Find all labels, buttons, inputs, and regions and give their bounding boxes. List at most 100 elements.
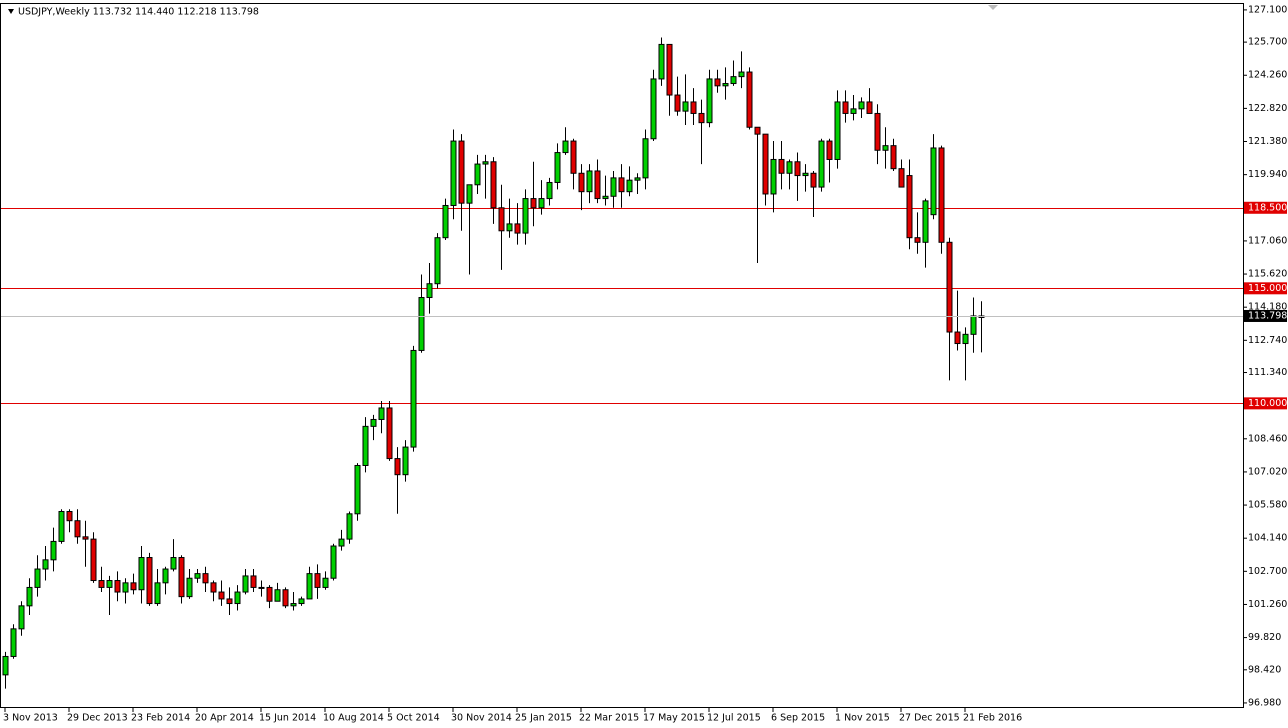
candle-body — [146, 557, 153, 605]
y-tick-label: 127.100 — [1248, 4, 1287, 15]
x-tick-label: 22 Mar 2015 — [579, 713, 639, 724]
candle-body — [570, 140, 577, 174]
candle-body — [810, 172, 817, 188]
candle-body — [178, 557, 185, 598]
y-tick-label: 122.820 — [1248, 103, 1287, 114]
x-tick-label: 17 May 2015 — [643, 713, 705, 724]
candle-body — [922, 200, 929, 243]
candle-body — [290, 603, 297, 607]
candle-body — [490, 161, 497, 209]
candle-body — [50, 540, 57, 561]
candle-body — [866, 101, 873, 114]
candle-body — [274, 589, 281, 602]
candle-body — [818, 140, 825, 188]
candle-body — [210, 582, 217, 593]
level-tag — [1244, 397, 1287, 410]
candle-body — [786, 161, 793, 174]
candle-body — [458, 140, 465, 204]
x-tick-label: 12 Jul 2015 — [707, 713, 761, 724]
candle-body — [506, 223, 513, 232]
candle-body — [202, 573, 209, 584]
candle-body — [738, 71, 745, 78]
x-tick-label: 21 Feb 2016 — [963, 713, 1022, 724]
y-tick-label: 119.940 — [1248, 169, 1287, 180]
candle-body — [130, 582, 137, 591]
candle-body — [562, 140, 569, 154]
candle-body — [442, 204, 449, 239]
candle-body — [306, 573, 313, 600]
x-tick-label: 27 Dec 2015 — [899, 713, 960, 724]
candle-body — [650, 78, 657, 140]
candle-body — [18, 605, 25, 630]
candle-body — [114, 580, 121, 593]
candle-body — [242, 575, 249, 593]
candle-body — [410, 349, 417, 448]
candle-body — [746, 71, 753, 128]
candle-body — [386, 407, 393, 460]
candle-body — [426, 283, 433, 299]
candle-body — [122, 582, 129, 593]
candle-body — [970, 315, 977, 335]
candle-body — [34, 568, 41, 588]
y-tick-label: 104.140 — [1248, 533, 1287, 544]
candle-body — [714, 78, 721, 87]
candle-body — [298, 598, 305, 605]
candle-body — [418, 297, 425, 351]
candle-body — [266, 586, 273, 602]
candle-body — [834, 101, 841, 160]
x-tick-label: 3 Nov 2013 — [3, 713, 58, 724]
candle-body — [610, 177, 617, 197]
level-tag — [1244, 282, 1287, 295]
candle-body — [226, 598, 233, 605]
shift-marker — [988, 5, 998, 10]
y-tick-label: 121.380 — [1248, 136, 1287, 147]
candle-body — [498, 207, 505, 232]
candle-body — [66, 511, 73, 522]
x-tick-label: 29 Dec 2013 — [67, 713, 128, 724]
candle-body — [770, 158, 777, 195]
level-label: 110.000 — [1248, 398, 1287, 409]
candle-body — [362, 425, 369, 466]
x-tick-label: 30 Nov 2014 — [451, 713, 512, 724]
x-tick-label: 25 Jan 2015 — [515, 713, 572, 724]
x-tick-label: 20 Apr 2014 — [195, 713, 254, 724]
candle-body — [754, 126, 761, 135]
candle-body — [554, 152, 561, 183]
candle-body — [250, 575, 257, 588]
candle-body — [530, 198, 537, 209]
y-tick-label: 115.620 — [1248, 269, 1287, 280]
candle-body — [906, 175, 913, 239]
candle-body — [946, 241, 953, 333]
y-tick-label: 101.260 — [1248, 599, 1287, 610]
candle-body — [890, 145, 897, 170]
candle-body — [882, 145, 889, 151]
candle-body — [826, 140, 833, 160]
last-price-tag — [1244, 309, 1287, 322]
x-tick-label: 23 Feb 2014 — [131, 713, 190, 724]
candle-body — [634, 177, 641, 181]
candle-body — [858, 101, 865, 110]
candle-body — [10, 628, 17, 657]
y-tick-label: 114.180 — [1248, 302, 1287, 313]
candle-body — [74, 520, 81, 538]
level-label: 115.000 — [1248, 283, 1287, 294]
candle-body — [314, 573, 321, 588]
candle-body — [330, 545, 337, 579]
y-tick-label: 108.460 — [1248, 433, 1287, 444]
candle-body — [26, 586, 33, 607]
candle-body — [154, 582, 161, 605]
y-tick-label: 98.420 — [1248, 664, 1281, 675]
candle-body — [258, 586, 265, 589]
candle-body — [338, 538, 345, 547]
level-tag — [1244, 201, 1287, 214]
candle-body — [586, 170, 593, 193]
candle-body — [218, 591, 225, 600]
candle-body — [938, 147, 945, 243]
candle-body — [874, 112, 881, 151]
candle-body — [898, 168, 905, 188]
candle-body — [346, 513, 353, 540]
candle-body — [522, 198, 529, 234]
candle-body — [762, 133, 769, 195]
candle-body — [514, 223, 521, 234]
